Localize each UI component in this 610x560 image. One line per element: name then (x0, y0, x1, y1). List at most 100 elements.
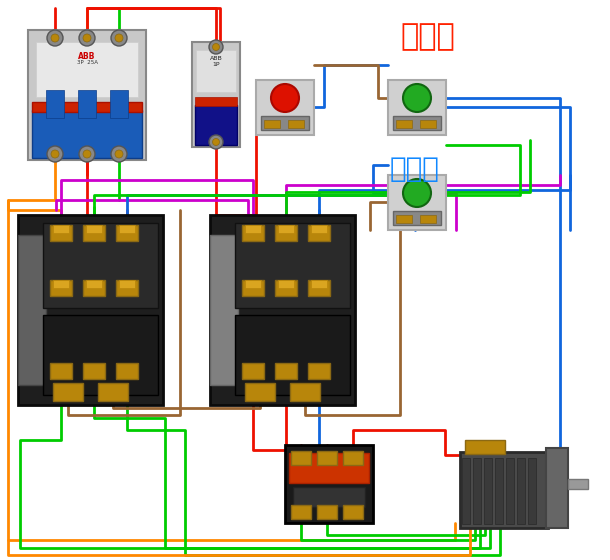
Bar (317, 451, 337, 465)
Bar (546, 448, 568, 528)
Bar (317, 505, 337, 519)
Bar (28, 30, 146, 160)
Bar (528, 458, 536, 524)
Bar (116, 363, 138, 379)
Bar (110, 90, 128, 118)
Bar (53, 225, 69, 233)
Circle shape (51, 34, 59, 42)
Circle shape (111, 30, 127, 46)
Bar (53, 280, 69, 288)
Bar (50, 280, 72, 296)
Bar (311, 225, 327, 233)
Bar (32, 102, 142, 112)
Bar (43, 223, 158, 308)
Bar (291, 505, 311, 519)
Bar (308, 363, 330, 379)
Bar (192, 42, 240, 147)
Bar (396, 120, 412, 128)
Text: ABB
1P: ABB 1P (210, 56, 223, 67)
Bar (517, 458, 525, 524)
Bar (83, 280, 105, 296)
Bar (460, 452, 548, 528)
Bar (388, 80, 446, 135)
Bar (285, 445, 373, 523)
Circle shape (209, 40, 223, 54)
Bar (50, 225, 72, 241)
Bar (462, 458, 470, 524)
Text: 3P  25A: 3P 25A (76, 60, 98, 65)
Bar (195, 97, 237, 106)
Bar (256, 80, 314, 135)
Bar (275, 280, 297, 296)
Bar (388, 175, 446, 230)
Bar (18, 235, 46, 385)
Bar (50, 363, 72, 379)
Bar (235, 315, 350, 395)
Bar (343, 505, 363, 519)
Bar (568, 479, 588, 489)
Circle shape (403, 179, 431, 207)
Bar (393, 116, 441, 130)
Bar (278, 225, 294, 233)
Bar (195, 105, 237, 145)
Bar (275, 363, 297, 379)
Bar (46, 90, 64, 118)
Circle shape (271, 84, 299, 112)
Circle shape (209, 135, 223, 149)
Bar (290, 383, 320, 401)
Bar (308, 280, 330, 296)
Bar (210, 215, 355, 405)
Circle shape (212, 138, 220, 146)
Bar (235, 223, 350, 308)
Bar (32, 110, 142, 158)
Text: 顺启动: 顺启动 (400, 22, 454, 51)
Bar (116, 280, 138, 296)
Circle shape (47, 146, 63, 162)
Circle shape (111, 146, 127, 162)
Bar (311, 280, 327, 288)
Circle shape (79, 30, 95, 46)
Bar (119, 225, 135, 233)
Circle shape (83, 150, 91, 158)
Bar (343, 451, 363, 465)
Circle shape (115, 34, 123, 42)
Bar (293, 487, 365, 507)
Circle shape (51, 150, 59, 158)
Bar (393, 211, 441, 225)
Bar (261, 116, 309, 130)
Bar (242, 363, 264, 379)
Bar (242, 280, 264, 296)
Bar (86, 280, 102, 288)
Bar (36, 42, 138, 97)
Circle shape (47, 30, 63, 46)
Bar (86, 225, 102, 233)
Bar (465, 440, 505, 454)
Bar (83, 363, 105, 379)
Circle shape (403, 84, 431, 112)
Circle shape (83, 34, 91, 42)
Bar (420, 215, 436, 223)
Bar (98, 383, 128, 401)
Bar (83, 225, 105, 241)
Bar (275, 225, 297, 241)
Bar (289, 453, 369, 483)
Bar (242, 225, 264, 241)
Bar (291, 451, 311, 465)
Bar (53, 383, 83, 401)
Bar (245, 383, 275, 401)
Bar (78, 90, 96, 118)
Bar (288, 120, 304, 128)
Bar (473, 458, 481, 524)
Text: 逆启动: 逆启动 (390, 155, 440, 183)
Bar (264, 120, 280, 128)
Bar (506, 458, 514, 524)
Circle shape (79, 146, 95, 162)
Bar (495, 458, 503, 524)
Bar (420, 120, 436, 128)
Bar (484, 458, 492, 524)
Bar (308, 225, 330, 241)
Bar (119, 280, 135, 288)
Bar (18, 215, 163, 405)
Bar (245, 225, 261, 233)
Bar (43, 315, 158, 395)
